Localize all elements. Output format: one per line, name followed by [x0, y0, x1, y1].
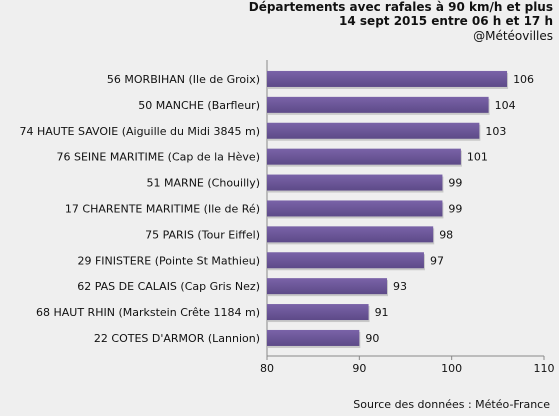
- category-label: 76 SEINE MARITIME (Cap de la Hève): [57, 151, 261, 164]
- author-handle: @Météovilles: [473, 29, 553, 43]
- bar: [267, 304, 369, 321]
- category-label: 22 COTES D'ARMOR (Lannion): [94, 332, 260, 345]
- category-label: 68 HAUT RHIN (Markstein Crête 1184 m): [36, 306, 260, 319]
- chart-header: Départements avec rafales à 90 km/h et p…: [249, 0, 553, 43]
- value-label: 98: [439, 228, 453, 241]
- value-label: 99: [448, 202, 462, 215]
- x-tick-label: 90: [352, 362, 366, 375]
- value-label: 90: [365, 332, 379, 345]
- category-label: 50 MANCHE (Barfleur): [138, 99, 260, 112]
- value-label: 93: [393, 280, 407, 293]
- bar: [267, 329, 360, 346]
- value-label: 103: [485, 125, 506, 138]
- x-tick-label: 100: [441, 362, 462, 375]
- chart-subtitle: 14 sept 2015 entre 06 h et 17 h: [339, 14, 553, 28]
- x-tick-label: 110: [534, 362, 555, 375]
- bar: [267, 122, 480, 139]
- bar: [267, 226, 434, 243]
- value-label: 99: [448, 177, 462, 190]
- value-label: 104: [495, 99, 516, 112]
- category-label: 75 PARIS (Tour Eiffel): [145, 228, 260, 241]
- category-label: 29 FINISTERE (Pointe St Mathieu): [77, 254, 260, 267]
- value-label: 97: [430, 254, 444, 267]
- bar: [267, 148, 461, 165]
- bar: [267, 174, 443, 191]
- category-label: 74 HAUTE SAVOIE (Aiguille du Midi 3845 m…: [20, 125, 261, 138]
- value-label: 106: [513, 73, 534, 86]
- category-label: 51 MARNE (Chouilly): [147, 177, 260, 190]
- chart-title: Départements avec rafales à 90 km/h et p…: [248, 0, 553, 14]
- bar: [267, 252, 424, 269]
- bar: [267, 278, 388, 295]
- category-label: 17 CHARENTE MARITIME (Ile de Ré): [65, 202, 260, 215]
- category-label: 62 PAS DE CALAIS (Cap Gris Nez): [77, 280, 260, 293]
- bar: [267, 200, 443, 217]
- bar: [267, 70, 508, 87]
- category-label: 56 MORBIHAN (Ile de Groix): [107, 73, 260, 86]
- value-label: 91: [375, 306, 389, 319]
- source-note: Source des données : Météo-France: [353, 398, 550, 411]
- value-label: 101: [467, 151, 488, 164]
- x-tick-label: 80: [260, 362, 274, 375]
- bar: [267, 96, 489, 113]
